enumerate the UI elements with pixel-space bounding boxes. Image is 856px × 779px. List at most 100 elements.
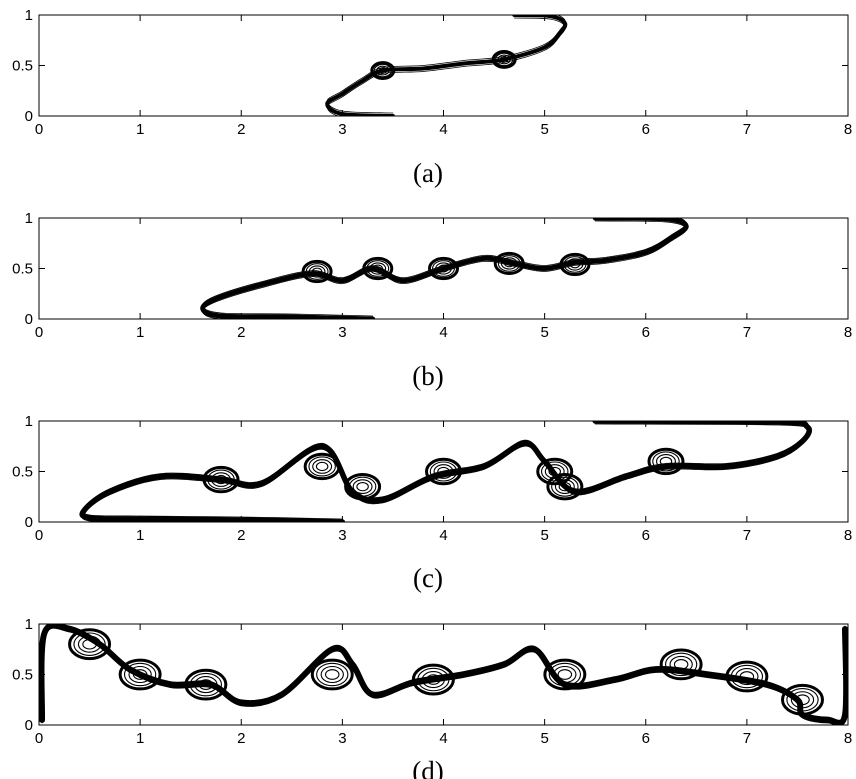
vortex-ring bbox=[659, 456, 673, 467]
vortex-ring bbox=[370, 61, 396, 80]
vortex-ring bbox=[656, 454, 676, 469]
x-tick-label: 8 bbox=[844, 121, 852, 138]
vortex-ring bbox=[315, 461, 329, 472]
vortex-ring bbox=[305, 263, 329, 280]
vortex-ring bbox=[73, 632, 106, 656]
vortex-ring bbox=[378, 67, 388, 74]
x-tick-label: 4 bbox=[439, 121, 447, 138]
vortex-ring bbox=[214, 474, 228, 485]
vortex-ring bbox=[735, 667, 759, 686]
vortex bbox=[301, 259, 333, 284]
vortex-ring bbox=[432, 260, 455, 277]
vortex-ring bbox=[435, 262, 452, 275]
vortex bbox=[411, 663, 455, 696]
vortex-ring bbox=[543, 658, 587, 691]
interface-contour bbox=[326, 15, 566, 114]
vortex-ring bbox=[411, 663, 455, 696]
vortex bbox=[344, 472, 382, 501]
vortex-ring bbox=[356, 481, 369, 492]
vortex bbox=[546, 472, 584, 501]
vortex bbox=[659, 648, 703, 681]
vortex-ring bbox=[438, 264, 449, 273]
vortex-ring bbox=[194, 676, 218, 694]
vortex-ring bbox=[497, 54, 511, 65]
x-tick-label: 3 bbox=[338, 121, 346, 138]
vortex-ring bbox=[417, 667, 450, 692]
vortex-ring bbox=[118, 658, 162, 691]
panel-c: 0 1 2 3 4 5 6 7 8 0 0.5 1 (c) bbox=[12, 413, 852, 593]
vortex-ring bbox=[795, 694, 810, 706]
vortex-ring bbox=[673, 659, 689, 670]
vortex bbox=[543, 658, 587, 691]
vortex bbox=[118, 658, 162, 691]
vortex-ring bbox=[308, 265, 326, 278]
interface-curve bbox=[39, 624, 848, 725]
vortex-ring bbox=[311, 267, 323, 276]
x-tick-label: 1 bbox=[136, 324, 144, 341]
x-tick-label: 1 bbox=[136, 121, 144, 138]
vortex-ring bbox=[426, 674, 441, 685]
vortex-ring bbox=[312, 459, 333, 474]
vortex-ring bbox=[497, 255, 521, 272]
vortex-ring bbox=[429, 461, 458, 482]
vortex-ring bbox=[316, 662, 349, 687]
vortex bbox=[310, 658, 354, 691]
interface-contour bbox=[326, 17, 566, 116]
vortex-ring bbox=[493, 251, 525, 276]
vortex-ring bbox=[557, 669, 573, 680]
vortex-ring bbox=[310, 658, 354, 691]
x-tick-label: 1 bbox=[136, 730, 144, 747]
vortex-ring bbox=[425, 457, 462, 486]
vortex-ring bbox=[554, 479, 575, 495]
contour-area bbox=[200, 218, 689, 319]
vortex bbox=[425, 457, 462, 486]
contour-area bbox=[39, 624, 848, 725]
x-tick-label: 0 bbox=[35, 324, 43, 341]
vortex-ring bbox=[308, 456, 336, 477]
interface-curve bbox=[79, 421, 812, 522]
y-tick-label: 0 bbox=[25, 108, 33, 125]
vortex-ring bbox=[499, 56, 509, 63]
x-tick-label: 8 bbox=[844, 527, 852, 544]
vortex-ring bbox=[786, 687, 819, 712]
vortex-ring bbox=[362, 256, 394, 281]
vortex-ring bbox=[68, 628, 112, 661]
x-tick-label: 2 bbox=[237, 730, 245, 747]
x-tick-label: 7 bbox=[743, 730, 751, 747]
y-tick-label: 0 bbox=[25, 514, 33, 531]
vortex-ring bbox=[132, 669, 148, 680]
vortex-ring bbox=[421, 670, 446, 689]
y-tick-label: 0.5 bbox=[12, 667, 33, 684]
vortex-ring bbox=[82, 638, 97, 650]
x-tick-label: 0 bbox=[35, 527, 43, 544]
vortex-ring bbox=[491, 50, 517, 69]
interface-curve bbox=[325, 15, 568, 116]
panel-b: 0 1 2 3 4 5 6 7 8 0 0.5 1 (b) bbox=[12, 210, 852, 391]
x-tick-label: 4 bbox=[439, 324, 447, 341]
vortex-ring bbox=[551, 476, 579, 497]
panel-d: 0 1 2 3 4 5 6 7 8 0 0.5 1 (d) bbox=[12, 616, 852, 779]
vortex-ring bbox=[352, 479, 373, 495]
vortex-ring bbox=[730, 664, 764, 689]
vortex bbox=[725, 660, 769, 693]
panel-caption: (a) bbox=[413, 158, 443, 188]
vortex-ring bbox=[198, 679, 214, 690]
panel-caption: (d) bbox=[412, 756, 443, 779]
vortex-ring bbox=[369, 262, 387, 275]
y-tick-label: 0.5 bbox=[12, 464, 33, 481]
vortex-ring bbox=[372, 264, 384, 273]
x-tick-label: 3 bbox=[338, 730, 346, 747]
x-tick-label: 7 bbox=[743, 527, 751, 544]
x-tick-label: 6 bbox=[642, 121, 650, 138]
x-tick-label: 4 bbox=[439, 730, 447, 747]
vortex-ring bbox=[202, 465, 240, 494]
x-tick-label: 8 bbox=[844, 730, 852, 747]
vortex bbox=[362, 256, 394, 281]
vortex-ring bbox=[559, 252, 591, 277]
vortex-ring bbox=[320, 665, 344, 684]
x-tick-label: 0 bbox=[35, 121, 43, 138]
x-tick-label: 2 bbox=[237, 121, 245, 138]
vortex-ring bbox=[428, 256, 459, 281]
vortex-ring bbox=[659, 648, 703, 681]
